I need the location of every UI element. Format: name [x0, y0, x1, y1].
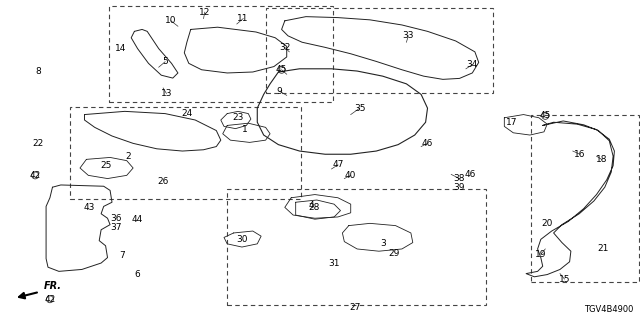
- Text: 2: 2: [125, 152, 131, 161]
- Text: 16: 16: [574, 150, 586, 159]
- Text: 25: 25: [100, 161, 111, 170]
- Text: 37: 37: [111, 223, 122, 232]
- Text: 42: 42: [29, 171, 41, 180]
- Text: 17: 17: [506, 118, 517, 127]
- Text: 39: 39: [454, 183, 465, 192]
- Text: 29: 29: [388, 249, 400, 258]
- Text: 45: 45: [276, 65, 287, 74]
- Text: 38: 38: [454, 174, 465, 183]
- Text: 15: 15: [559, 275, 570, 284]
- Bar: [70, 107, 301, 199]
- Text: 6: 6: [135, 270, 140, 279]
- Text: 46: 46: [422, 139, 433, 148]
- Text: 36: 36: [111, 214, 122, 223]
- Text: 42: 42: [44, 295, 56, 304]
- Text: 32: 32: [279, 43, 291, 52]
- Text: 43: 43: [84, 203, 95, 212]
- Text: TGV4B4900: TGV4B4900: [584, 305, 634, 314]
- Text: 35: 35: [354, 104, 365, 113]
- Text: 23: 23: [232, 113, 244, 122]
- Text: 21: 21: [597, 244, 609, 253]
- Text: 47: 47: [332, 160, 344, 169]
- Text: FR.: FR.: [44, 281, 61, 292]
- Text: 19: 19: [535, 250, 547, 259]
- Text: 4: 4: [308, 201, 314, 210]
- Text: 11: 11: [237, 14, 249, 23]
- Text: 44: 44: [132, 215, 143, 224]
- Text: 9: 9: [277, 87, 282, 96]
- Text: 30: 30: [236, 235, 248, 244]
- Bar: [227, 189, 486, 305]
- Text: 40: 40: [345, 171, 356, 180]
- Text: 45: 45: [540, 111, 551, 120]
- Text: 5: 5: [163, 57, 168, 66]
- Text: 34: 34: [467, 60, 478, 69]
- Text: 33: 33: [403, 31, 414, 40]
- Text: 46: 46: [465, 170, 476, 179]
- Text: 31: 31: [328, 259, 340, 268]
- Text: 3: 3: [380, 239, 385, 248]
- Text: 1: 1: [242, 125, 247, 134]
- Text: 8: 8: [36, 68, 41, 76]
- Text: 13: 13: [161, 89, 172, 98]
- Text: 18: 18: [596, 155, 607, 164]
- Text: 12: 12: [199, 8, 211, 17]
- Text: 28: 28: [308, 203, 319, 212]
- Text: 24: 24: [181, 109, 193, 118]
- Text: 10: 10: [165, 16, 177, 25]
- Text: 20: 20: [541, 219, 553, 228]
- Bar: [531, 115, 639, 282]
- Text: 22: 22: [33, 139, 44, 148]
- Bar: [266, 8, 493, 93]
- Text: 7: 7: [119, 251, 124, 260]
- Bar: [109, 6, 333, 102]
- Text: 14: 14: [115, 44, 127, 53]
- Text: 26: 26: [157, 177, 169, 186]
- Text: 27: 27: [349, 303, 360, 312]
